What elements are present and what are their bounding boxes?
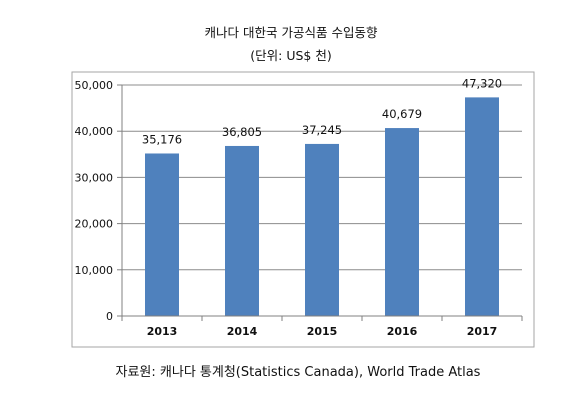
x-tick-label: 2017 — [467, 325, 498, 338]
y-tick-label: 0 — [106, 310, 113, 323]
chart-subtitle: (단위: US$ 천) — [250, 48, 331, 63]
y-tick-label: 20,000 — [75, 218, 114, 231]
data-label-2013: 35,176 — [142, 132, 182, 146]
bars — [145, 97, 499, 317]
data-label-2016: 40,679 — [382, 107, 422, 121]
data-label-2017: 47,320 — [462, 76, 502, 90]
data-label-2015: 37,245 — [302, 123, 342, 137]
x-tick-label: 2015 — [307, 325, 338, 338]
x-tick-label: 2016 — [387, 325, 418, 338]
y-tick-label: 50,000 — [75, 79, 114, 92]
chart-title: 캐나다 대한국 가공식품 수입동향 — [205, 25, 378, 40]
x-axis: 2013 2014 2015 2016 2017 — [121, 315, 523, 338]
bar-2015 — [305, 143, 339, 316]
data-label-2014: 36,805 — [222, 125, 262, 139]
y-tick-label: 30,000 — [75, 171, 114, 184]
y-tick-label: 10,000 — [75, 264, 114, 277]
y-axis: 0 10,000 20,000 30,000 40,000 50,000 — [75, 79, 123, 323]
x-tick-label: 2014 — [227, 325, 258, 338]
source-note: 자료원: 캐나다 통계청(Statistics Canada), World T… — [116, 365, 481, 380]
data-labels: 35,176 36,805 37,245 40,679 47,320 — [142, 76, 502, 146]
bar-2013 — [145, 153, 179, 316]
bar-2017 — [465, 97, 499, 317]
bar-2016 — [385, 128, 419, 316]
y-tick-label: 40,000 — [75, 125, 114, 138]
x-tick-label: 2013 — [147, 325, 178, 338]
bar-2014 — [225, 145, 259, 316]
chart-border — [71, 71, 535, 348]
